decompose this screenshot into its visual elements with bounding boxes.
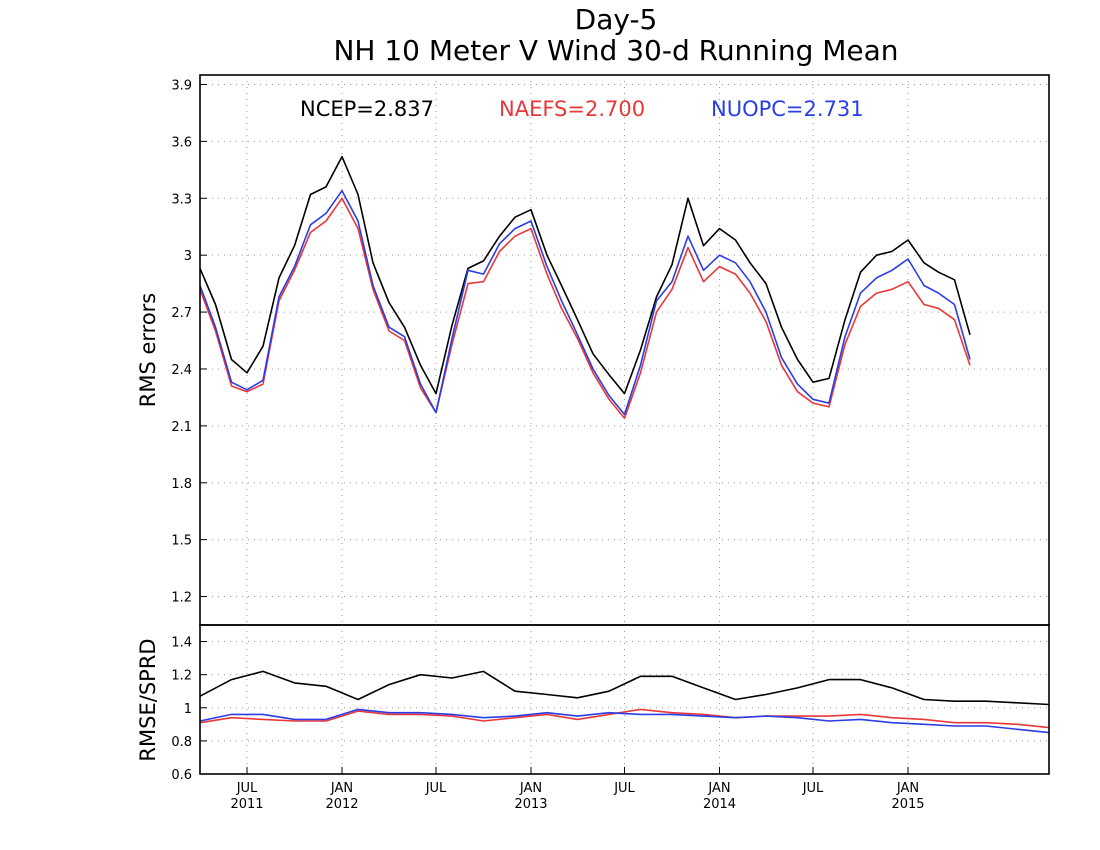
x-tick-year-label: 2013 — [514, 797, 547, 812]
bottom-y-tick-label: 1.4 — [171, 636, 192, 651]
bottom-series-2-line — [199, 708, 1050, 734]
chart-subtitle: NH 10 Meter V Wind 30-d Running Mean — [333, 34, 898, 67]
top-panel-frame — [199, 74, 1050, 626]
top-y-tick-label: 3.9 — [171, 78, 192, 93]
bottom-series-0-line — [199, 670, 1050, 706]
bottom-series-1-line — [199, 708, 1050, 729]
top-y-tick-label: 3 — [184, 249, 192, 264]
x-tick-year-label: 2011 — [230, 797, 263, 812]
top-y-tick-label: 2.1 — [171, 420, 192, 435]
x-tick-month-label: JAN — [519, 781, 542, 796]
x-tick-year-label: 2014 — [703, 797, 736, 812]
legend-naefs: NAEFS=2.700 — [499, 97, 645, 121]
x-tick-month-label: JAN — [896, 781, 919, 796]
legend-ncep: NCEP=2.837 — [300, 97, 434, 121]
top-ncep-line — [199, 155, 971, 395]
x-tick-month-label: JUL — [236, 781, 258, 796]
bottom-y-tick-label: 0.6 — [171, 768, 192, 783]
bottom-gridlines — [200, 625, 1049, 775]
x-tick-month-label: JAN — [707, 781, 730, 796]
top-y-tick-label: 1.5 — [171, 534, 192, 549]
top-series-group — [199, 155, 971, 420]
top-panel: 1.21.51.82.12.42.733.33.63.9 RMS errors … — [136, 74, 1050, 626]
top-y-tick-label: 3.3 — [171, 192, 192, 207]
top-naefs-line — [199, 197, 971, 420]
top-y-tick-label: 2.4 — [171, 363, 192, 378]
top-y-ticks: 1.2 1.5 1.8 2.1 2.4 2.7 3 3.3 3.6 3.9 — [171, 78, 207, 606]
x-tick-month-label: JUL — [802, 781, 824, 796]
x-tick-month-label: JUL — [613, 781, 635, 796]
top-y-axis-label: RMS errors — [136, 293, 160, 408]
x-tick-year-label: 2012 — [325, 797, 358, 812]
top-y-tick-label: 1.8 — [171, 477, 192, 492]
top-y-tick-label: 2.7 — [171, 306, 192, 321]
bottom-series-group — [199, 670, 1050, 734]
top-y-tick-label: 3.6 — [171, 135, 192, 150]
bottom-y-tick-label: 1.2 — [171, 669, 192, 684]
legend-nuopc: NUOPC=2.731 — [711, 97, 864, 121]
x-tick-month-label: JUL — [425, 781, 447, 796]
bottom-panel: 0.6 0.8 1 1.2 1.4 RMSE/SPRD — [136, 624, 1050, 783]
top-y-tick-label: 1.2 — [171, 591, 192, 606]
top-nuopc-line — [199, 189, 971, 416]
bottom-y-ticks: 0.6 0.8 1 1.2 1.4 — [171, 636, 207, 783]
x-tick-year-label: 2015 — [891, 797, 924, 812]
bottom-y-axis-label: RMSE/SPRD — [136, 638, 160, 761]
legend: NCEP=2.837 NAEFS=2.700 NUOPC=2.731 — [300, 97, 864, 121]
bottom-y-tick-label: 1 — [184, 702, 192, 717]
bottom-y-tick-label: 0.8 — [171, 735, 192, 750]
x-tick-month-label: JAN — [330, 781, 353, 796]
chart-title: Day-5 — [575, 3, 658, 36]
top-gridlines — [200, 75, 1049, 625]
